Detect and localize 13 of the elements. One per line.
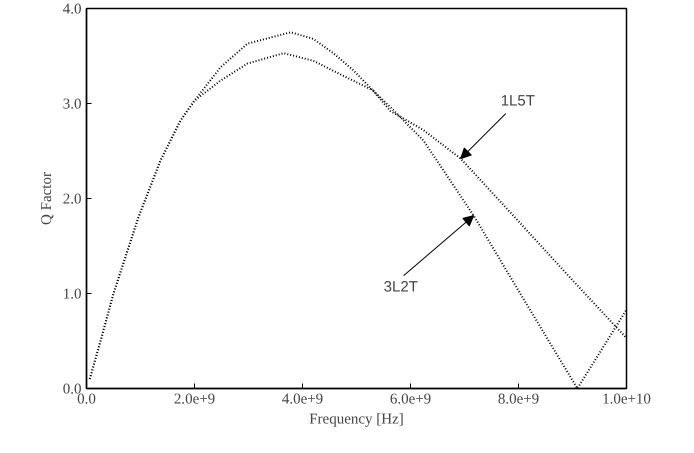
x-tick-label: 8.0e+9: [498, 392, 540, 408]
x-axis-title: Frequency [Hz]: [309, 412, 404, 428]
x-tick-label: 6.0e+9: [390, 392, 432, 408]
y-tick-label: 1.0: [62, 286, 82, 302]
x-tick-label: 2.0e+9: [174, 392, 216, 408]
y-tick-label: 2.0: [62, 192, 82, 208]
annotation: 1L5T: [500, 92, 535, 110]
y-tick-label: 3.0: [62, 96, 82, 112]
x-tick-label: 4.0e+9: [282, 392, 324, 408]
x-tick-label: 1.0e+10: [602, 392, 651, 408]
annotation: 3L2T: [384, 278, 418, 296]
y-tick-label: 4.0: [62, 2, 82, 18]
y-axis-title: Q Factor: [38, 172, 55, 225]
